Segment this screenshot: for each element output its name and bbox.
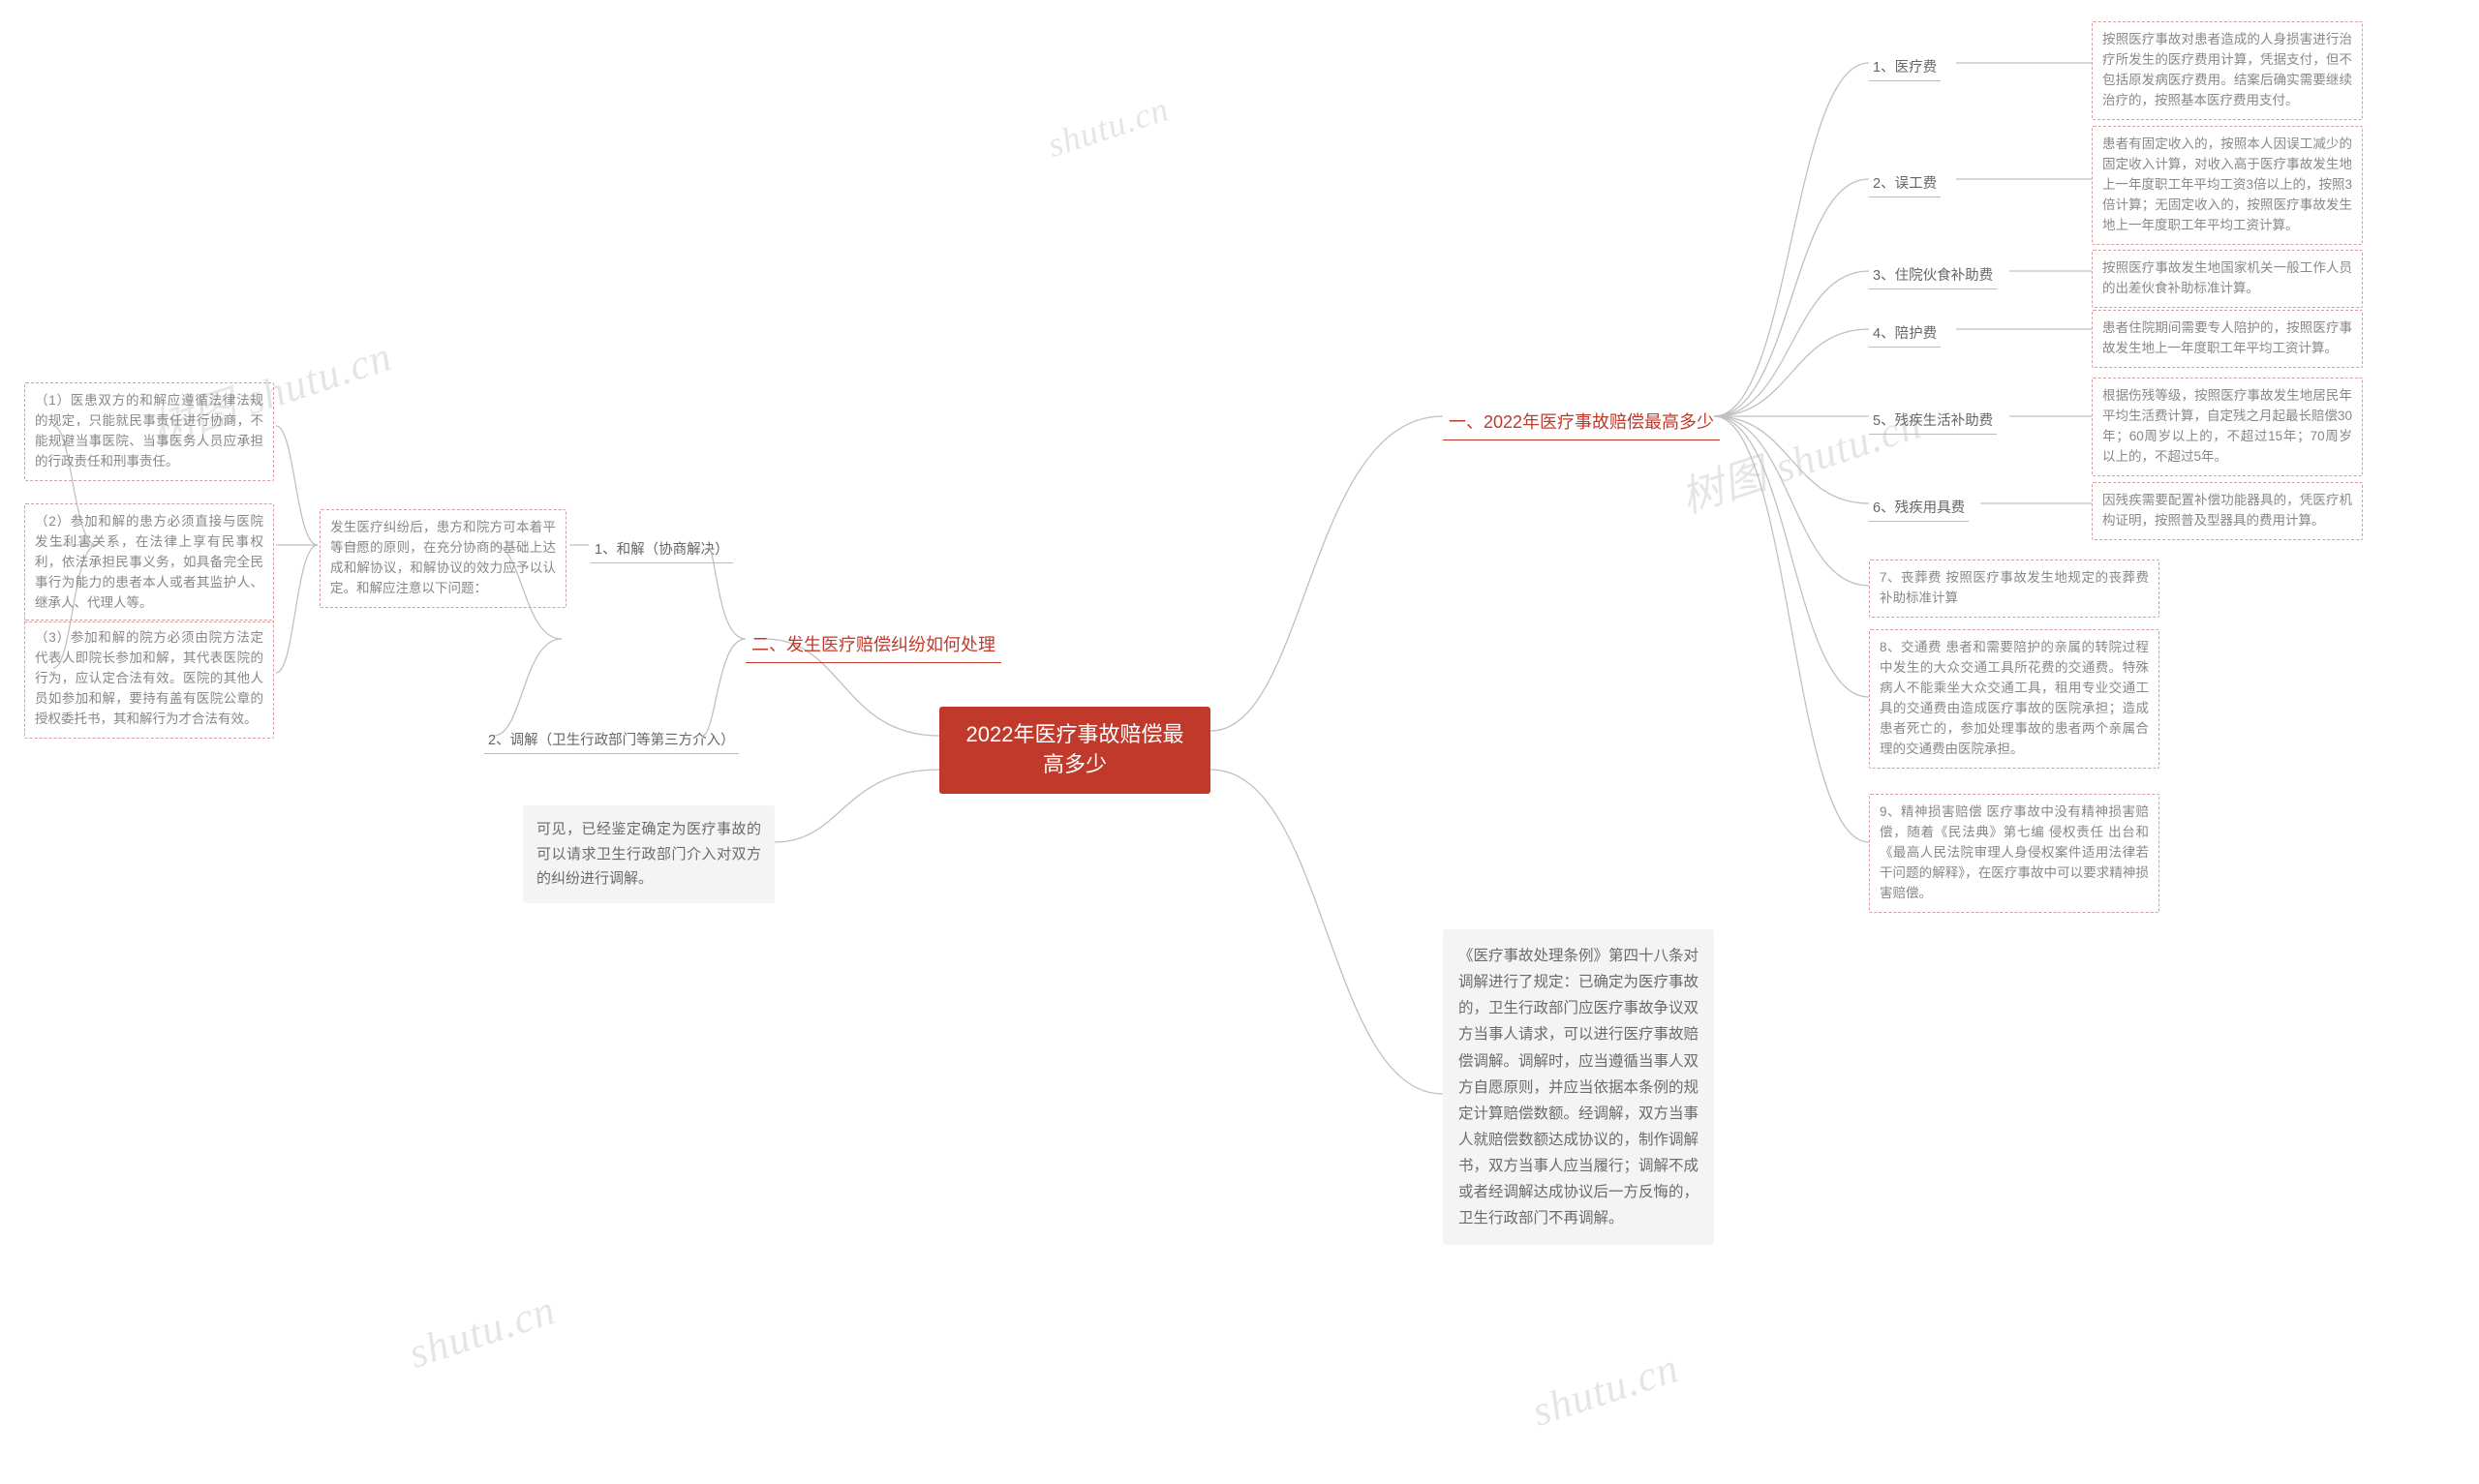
- watermark: shutu.cn: [403, 1285, 562, 1378]
- right-note: 《医疗事故处理条例》第四十八条对调解进行了规定：已确定为医疗事故的，卫生行政部门…: [1443, 929, 1714, 1245]
- sub-1-label: 1、和解（协商解决）: [591, 534, 733, 563]
- item-7-label: 7、丧葬费 按照医疗事故发生地规定的丧葬费补助标准计算: [1869, 560, 2159, 618]
- item-2-label: 2、误工费: [1869, 168, 1941, 197]
- branch-1: 一、2022年医疗事故赔偿最高多少: [1443, 403, 1720, 440]
- item-2-desc: 患者有固定收入的，按照本人因误工减少的固定收入计算，对收入高于医疗事故发生地上一…: [2092, 126, 2363, 245]
- point-2: （2）参加和解的患方必须直接与医院发生利害关系，在法律上享有民事权利，依法承担民…: [24, 503, 274, 622]
- item-1-desc: 按照医疗事故对患者造成的人身损害进行治疗所发生的医疗费用计算，凭据支付，但不包括…: [2092, 21, 2363, 120]
- point-3: （3）参加和解的院方必须由院方法定代表人即院长参加和解，其代表医院的行为，应认定…: [24, 620, 274, 739]
- item-3-desc: 按照医疗事故发生地国家机关一般工作人员的出差伙食补助标准计算。: [2092, 250, 2363, 308]
- sub-2-label: 2、调解（卫生行政部门等第三方介入）: [484, 725, 739, 754]
- item-8-label: 8、交通费 患者和需要陪护的亲属的转院过程中发生的大众交通工具所花费的交通费。特…: [1869, 629, 2159, 769]
- item-3-label: 3、住院伙食补助费: [1869, 260, 1997, 289]
- item-1-label: 1、医疗费: [1869, 52, 1941, 81]
- watermark: shutu.cn: [1526, 1343, 1685, 1437]
- point-1: （1）医患双方的和解应遵循法律法规的规定，只能就民事责任进行协商，不能规避当事医…: [24, 382, 274, 481]
- sub-1-desc: 发生医疗纠纷后，患方和院方可本着平等自愿的原则，在充分协商的基础上达成和解协议，…: [320, 509, 566, 608]
- item-9-label: 9、精神损害赔偿 医疗事故中没有精神损害赔偿，随着《民法典》第七编 侵权责任 出…: [1869, 794, 2159, 913]
- watermark: shutu.cn: [1043, 88, 1175, 166]
- branch-2: 二、发生医疗赔偿纠纷如何处理: [746, 625, 1001, 663]
- item-6-desc: 因残疾需要配置补偿功能器具的，凭医疗机构证明，按照普及型器具的费用计算。: [2092, 482, 2363, 540]
- center-node: 2022年医疗事故赔偿最高多少: [939, 707, 1210, 794]
- item-5-desc: 根据伤残等级，按照医疗事故发生地居民年平均生活费计算，自定残之月起最长赔偿30年…: [2092, 378, 2363, 476]
- item-6-label: 6、残疾用具费: [1869, 493, 1969, 522]
- item-5-label: 5、残疾生活补助费: [1869, 406, 1997, 435]
- left-note: 可见，已经鉴定确定为医疗事故的可以请求卫生行政部门介入对双方的纠纷进行调解。: [523, 805, 775, 903]
- item-4-label: 4、陪护费: [1869, 318, 1941, 348]
- item-4-desc: 患者住院期间需要专人陪护的，按照医疗事故发生地上一年度职工年平均工资计算。: [2092, 310, 2363, 368]
